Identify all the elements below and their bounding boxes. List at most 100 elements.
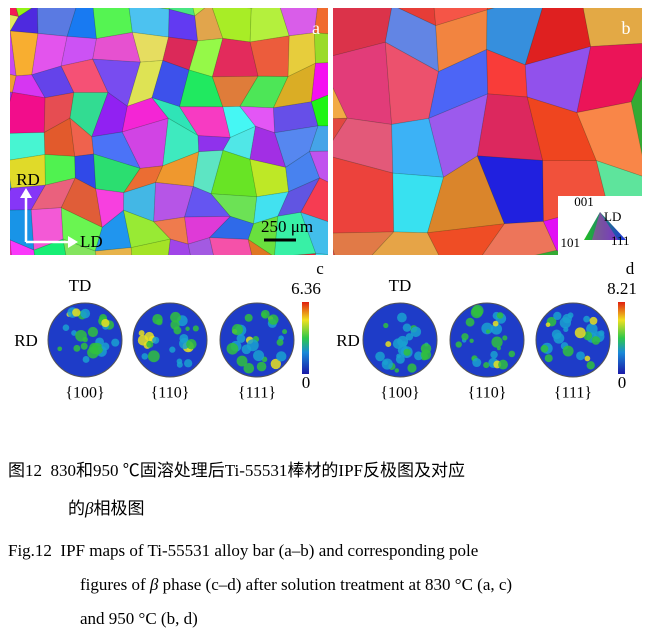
axis-label: LD — [80, 232, 103, 251]
pole-density — [397, 312, 407, 323]
grain — [333, 117, 348, 141]
grain — [247, 238, 273, 255]
pole-density — [472, 358, 482, 368]
pole-density — [508, 350, 516, 358]
colorbar-max: 8.21 — [607, 279, 637, 298]
pole-density — [545, 322, 551, 327]
panel-label: b — [622, 18, 631, 38]
pole-density — [87, 326, 99, 338]
grain — [128, 8, 170, 38]
pole-density — [152, 314, 163, 325]
legend-label: 001 — [574, 194, 594, 209]
pole-density — [490, 350, 498, 359]
pole-density — [72, 308, 81, 317]
grain — [192, 8, 206, 17]
pole-density — [498, 359, 508, 370]
grain — [302, 0, 349, 5]
text: phase (c–d) after solution treatment at … — [158, 575, 512, 594]
pole-density — [138, 330, 145, 337]
pole-density — [491, 336, 503, 348]
caption-en: Fig.12 IPF maps of Ti-55531 alloy bar (a… — [8, 541, 478, 560]
pole-density — [186, 339, 197, 350]
grain — [292, 253, 317, 255]
pole-density — [553, 311, 562, 321]
colorbar-max: 6.36 — [291, 279, 321, 298]
grain — [309, 125, 328, 152]
td-label: TD — [69, 276, 92, 295]
pole-density — [589, 316, 598, 325]
pole-density — [226, 342, 239, 355]
grain — [310, 94, 328, 127]
pole-density — [403, 348, 411, 356]
pole-density — [375, 351, 385, 362]
pole-density — [544, 354, 553, 363]
pole-density — [574, 327, 586, 339]
pole-density — [481, 322, 494, 335]
pole-density — [244, 313, 253, 322]
pole-density — [405, 333, 414, 341]
pole-density — [496, 312, 504, 319]
colorbar — [618, 302, 625, 374]
panel-label: a — [312, 18, 320, 38]
pole-density — [101, 342, 110, 351]
pole-density — [80, 342, 88, 350]
plane-label: {110} — [151, 385, 190, 402]
text: β — [149, 575, 159, 594]
pole-density — [401, 341, 407, 347]
grain — [576, 101, 642, 177]
rd-label: RD — [336, 331, 360, 350]
pole-density — [169, 346, 176, 353]
plane-label: {111} — [554, 385, 592, 402]
caption-en: and 950 °C (b, d) — [80, 609, 198, 628]
pole-density — [394, 368, 400, 373]
pole-density — [152, 336, 160, 344]
pole-density — [420, 343, 432, 354]
colorbar — [302, 302, 309, 374]
legend-label: 111 — [611, 233, 630, 248]
pole-density — [236, 355, 248, 367]
pole-density — [455, 341, 462, 348]
pole-density — [111, 338, 120, 347]
grain — [37, 0, 77, 5]
plane-label: {110} — [468, 385, 507, 402]
grain — [249, 8, 290, 43]
pole-density — [147, 350, 160, 363]
colorbar-min: 0 — [302, 373, 311, 392]
pole-density — [146, 340, 154, 348]
pole-density — [562, 313, 572, 324]
grain — [10, 239, 12, 255]
grain — [94, 247, 133, 255]
grain — [10, 91, 46, 134]
grain — [313, 8, 328, 35]
grain — [486, 8, 496, 11]
pole-density — [82, 356, 90, 363]
pole-density — [385, 341, 392, 348]
plane-label: {111} — [238, 385, 276, 402]
ipf-map-a — [10, 0, 349, 255]
td-label: TD — [389, 276, 412, 295]
plane-label: {100} — [65, 385, 104, 402]
grain — [319, 0, 394, 5]
pole-density — [256, 361, 267, 372]
grain — [315, 253, 328, 255]
pole-density — [73, 344, 81, 352]
text: β — [84, 499, 94, 518]
pole-density — [62, 324, 70, 331]
grain — [209, 237, 253, 255]
pole-density — [553, 332, 565, 344]
grain — [581, 0, 655, 2]
pole-density — [407, 363, 417, 373]
colorbar-min: 0 — [618, 373, 627, 392]
pole-density — [485, 329, 491, 334]
pole-density — [282, 329, 288, 335]
pole-density — [381, 358, 393, 370]
pole-density — [141, 353, 149, 360]
pole-density — [562, 345, 574, 357]
grain — [278, 0, 318, 2]
caption-cn: 的β相极图 — [68, 499, 144, 518]
grain — [10, 91, 13, 103]
pole-density — [469, 338, 474, 343]
grain — [250, 8, 254, 9]
grain — [426, 223, 506, 255]
